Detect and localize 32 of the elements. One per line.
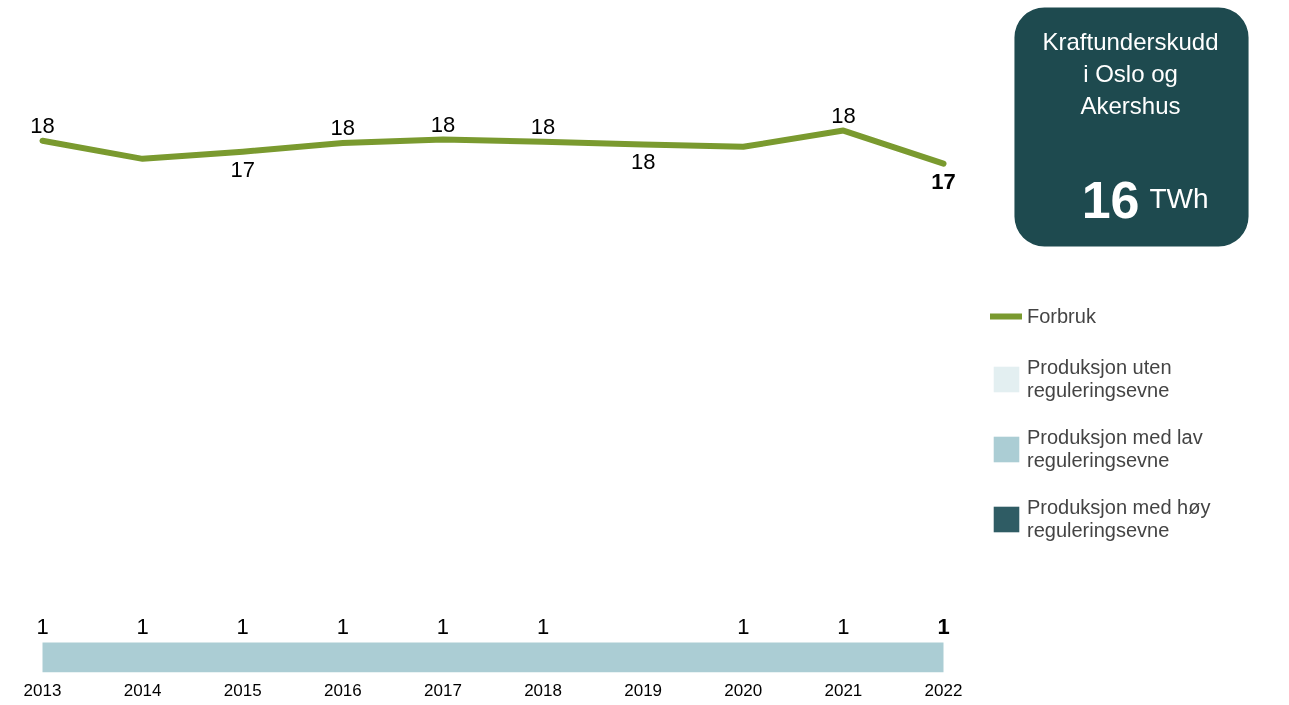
x-tick-label: 2013: [23, 680, 62, 700]
x-tick-label: 2019: [624, 680, 663, 700]
data-label: 18: [630, 149, 656, 175]
data-label: 18: [831, 102, 856, 128]
legend-label: Produksjon uten reguleringsevne: [1027, 356, 1172, 402]
total-label: 1: [36, 614, 49, 640]
total-label: 1: [336, 614, 349, 640]
x-tick-label: 2016: [323, 680, 362, 700]
x-tick-label: 2021: [824, 680, 863, 700]
total-label: 1: [837, 614, 850, 640]
data-label: 18: [330, 114, 356, 140]
legend-label: Produksjon med lav reguleringsevne: [1027, 426, 1203, 472]
total-label: 1: [737, 614, 750, 640]
x-tick-label: 2015: [223, 680, 262, 700]
legend-label: Produksjon med høy reguleringsevne: [1027, 496, 1211, 542]
data-label: 18: [530, 113, 556, 139]
data-label: 17: [230, 156, 255, 182]
x-tick-label: 2022: [924, 680, 963, 700]
total-label: 1: [436, 614, 450, 640]
data-label: 18: [30, 112, 55, 138]
x-tick-label: 2014: [123, 680, 162, 700]
data-label: 18: [430, 111, 456, 137]
total-label: 1: [937, 614, 950, 640]
total-label: 1: [136, 614, 149, 640]
legend-label: Forbruk: [1027, 304, 1096, 328]
total-label: 1: [536, 614, 550, 640]
text: Kraftunderskudd i Oslo og Akershus: [1042, 27, 1219, 120]
total-label: 1: [236, 614, 249, 640]
data-label: 17: [931, 168, 956, 194]
x-tick-label: 2017: [424, 680, 462, 700]
x-tick-label: 2018: [524, 680, 562, 700]
x-tick-label: 2020: [724, 680, 763, 700]
